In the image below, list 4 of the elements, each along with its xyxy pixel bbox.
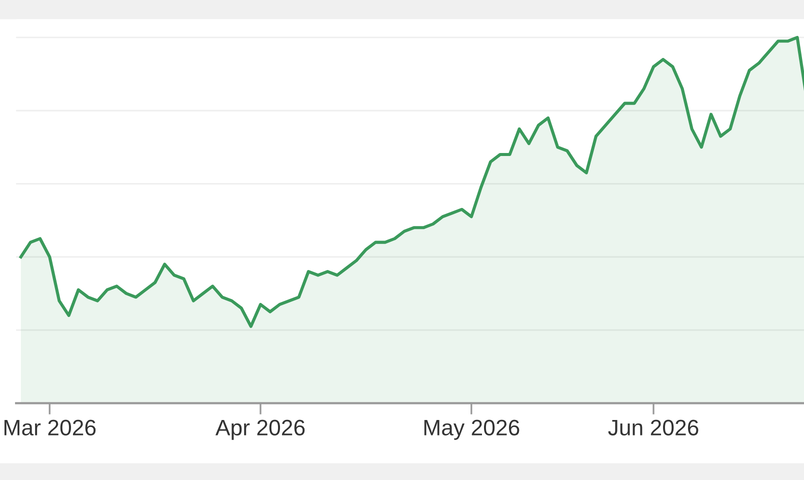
x-tick-label: May 2026 — [424, 420, 520, 440]
x-tick-label: Mar 2026 — [4, 420, 96, 436]
x-tick-label: Jun 2026 — [608, 420, 698, 436]
x-tick-label: Apr 2026 — [215, 420, 305, 440]
